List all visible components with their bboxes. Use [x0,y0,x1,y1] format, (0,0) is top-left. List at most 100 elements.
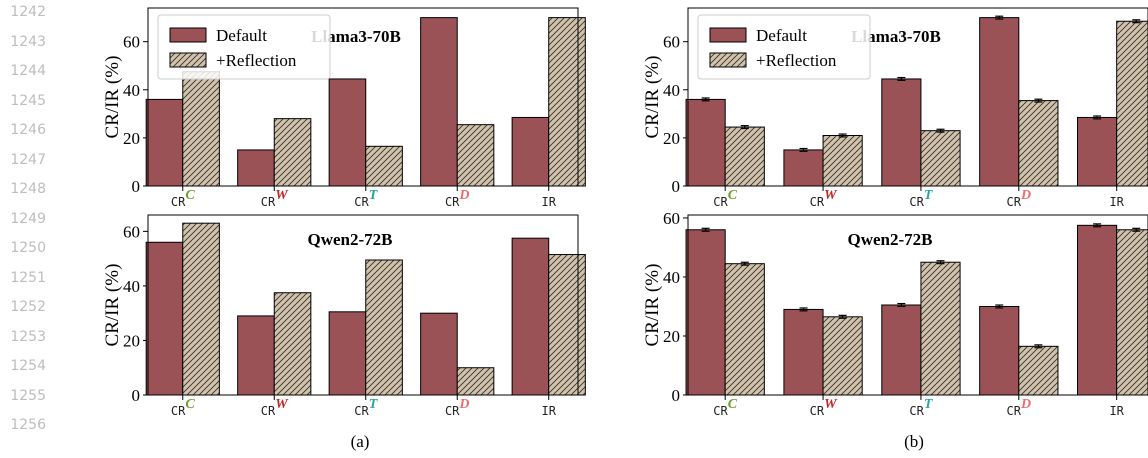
x-tick-label: CRT [909,188,933,209]
x-tick-label-superscript: D [458,188,469,203]
y-tick-label: 20 [123,331,140,350]
bar-default [783,149,824,187]
x-tick-label-base: CR [445,195,460,209]
x-tick-label: CRD [445,188,470,209]
legend: Default +Reflection [697,14,871,80]
x-tick-label-superscript: C [728,397,738,412]
caption-b: (b) [904,432,924,451]
x-tick-label: CRT [909,397,933,418]
y-tick-label: 40 [123,277,140,296]
bar-default [420,17,458,187]
bar-default [979,305,1020,396]
bar-reflection [724,263,765,396]
y-tick-label: 0 [132,386,141,405]
line-number: 1256 [10,417,46,433]
bar-default [237,149,275,187]
line-number: 1253 [10,328,46,345]
bar-default [685,229,726,396]
x-tick-label: CRW [261,397,289,418]
x-tick-label: CRD [445,397,470,418]
plot-frame [687,214,1148,396]
x-tick-label: CRD [1007,397,1032,418]
bar-default [511,116,550,187]
line-number: 1243 [10,33,46,50]
y-tick-label: 20 [663,129,680,148]
bar-reflection [1018,345,1059,396]
bar-reflection [273,118,312,187]
bar-reflection [822,316,863,396]
x-tick-label-base: CR [171,195,186,209]
bar-reflection [724,126,765,187]
y-tick-label: 40 [123,81,140,100]
x-tick-label: IR [1109,195,1124,209]
y-tick-label: 0 [132,177,141,196]
bar-reflection [920,261,961,396]
x-tick-label: IR [541,404,556,418]
line-number: 1245 [10,92,46,109]
legend-label-default: Default [756,26,807,45]
x-tick-label: IR [541,195,556,209]
line-number: 1244 [10,63,46,79]
x-tick-label-superscript: W [824,188,838,203]
line-number: 1247 [10,151,46,168]
y-axis-label: CR/IR (%) [102,264,123,347]
bar-reflection [182,71,220,187]
legend-swatch-reflection [709,52,747,68]
x-tick-label-superscript: T [924,188,934,203]
y-tick-label: 20 [123,129,140,148]
chart-title: Llama3-70B [851,27,941,46]
y-tick-label: 40 [663,81,680,100]
x-tick-label: CRD [1007,188,1032,209]
bar-default [237,315,275,396]
y-tick-label: 60 [663,33,680,52]
x-tick-label: CRW [810,397,838,418]
y-axis-label: CR/IR (%) [642,56,663,139]
bar-default [979,17,1020,187]
line-number: 1250 [10,240,46,256]
bar-reflection [1018,100,1059,187]
legend: Default +Reflection [157,14,331,80]
x-tick-label-base: CR [261,195,276,209]
x-tick-label: CRT [354,188,378,209]
legend-label-default: Default [216,26,267,45]
x-tick-label-superscript: C [185,188,195,203]
x-tick-label-superscript: T [369,397,379,412]
x-tick-label: CRW [810,188,838,209]
line-number-gutter: 1242 1243 1244 1245 1246 1247 1248 1249 1250 1251… [0,0,60,458]
x-tick-label: IR [1109,404,1124,418]
chart-title: Qwen2-72B [848,230,933,249]
x-tick-label-base: IR [1109,195,1124,209]
bar-reflection [365,145,403,187]
line-number: 1251 [10,269,46,286]
y-tick-label: 60 [123,33,140,52]
x-tick-label-base: CR [261,404,276,418]
plot-frame [147,7,579,187]
bar-reflection [548,254,586,396]
x-tick-label: CRC [171,188,195,209]
x-tick-label-base: CR [171,404,186,418]
y-tick-label: 60 [123,222,140,241]
y-tick-label: 60 [663,209,680,228]
chart-title: Llama3-70B [311,27,401,46]
bar-reflection [456,124,495,187]
bar-default [420,312,458,396]
x-tick-label-superscript: W [824,397,838,412]
legend-swatch-reflection [169,52,207,68]
x-tick-label-base: CR [909,404,924,418]
x-tick-label-base: CR [354,404,369,418]
bar-reflection [1116,20,1148,187]
bar-default [328,311,367,396]
line-number: 1252 [10,299,46,315]
x-tick-label-base: CR [713,195,728,209]
plot-frame [687,7,1148,187]
x-tick-label: CRW [261,188,289,209]
bar-default [1077,116,1118,187]
x-tick-label-superscript: D [458,397,469,412]
bar-reflection [273,292,312,396]
chart-title: Qwen2-72B [308,230,393,249]
caption-a: (a) [351,432,370,451]
y-tick-label: 0 [672,177,681,196]
